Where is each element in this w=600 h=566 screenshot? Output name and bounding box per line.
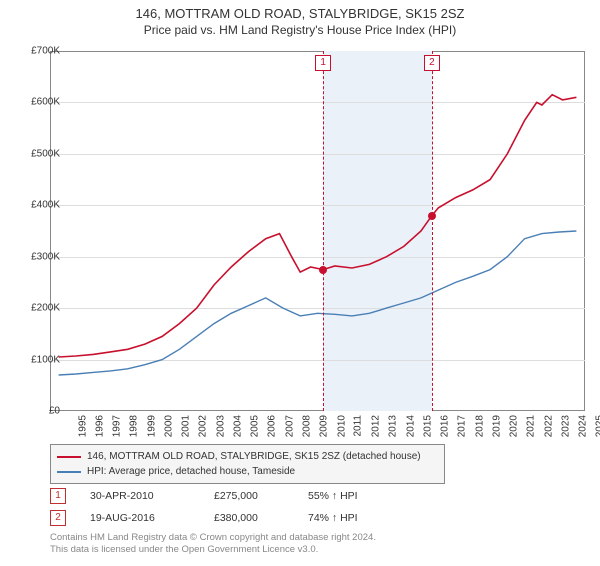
x-tick-label: 1996 xyxy=(94,415,105,437)
x-tick-label: 2020 xyxy=(508,415,519,437)
x-tick-label: 2024 xyxy=(577,415,588,437)
event-date: 19-AUG-2016 xyxy=(90,512,190,524)
x-tick-label: 1998 xyxy=(129,415,140,437)
plot-area: 12 xyxy=(50,51,585,411)
legend-label: 146, MOTTRAM OLD ROAD, STALYBRIDGE, SK15… xyxy=(87,449,421,464)
x-tick-label: 2001 xyxy=(180,415,191,437)
y-tick-label: £700K xyxy=(31,46,60,57)
event-pct: 74% ↑ HPI xyxy=(308,512,408,524)
legend: 146, MOTTRAM OLD ROAD, STALYBRIDGE, SK15… xyxy=(50,444,445,484)
y-tick-label: £100K xyxy=(31,354,60,365)
event-line xyxy=(432,51,433,411)
x-tick-label: 1997 xyxy=(111,415,122,437)
x-tick-label: 2013 xyxy=(388,415,399,437)
chart-title: 146, MOTTRAM OLD ROAD, STALYBRIDGE, SK15… xyxy=(0,6,600,21)
event-price: £275,000 xyxy=(214,490,284,502)
events-table: 1 30-APR-2010 £275,000 55% ↑ HPI 2 19-AUG-201… xyxy=(50,488,408,532)
x-tick-label: 2012 xyxy=(370,415,381,437)
event-row: 2 19-AUG-2016 £380,000 74% ↑ HPI xyxy=(50,510,408,526)
x-tick-label: 2005 xyxy=(249,415,260,437)
x-tick-label: 2000 xyxy=(163,415,174,437)
x-tick-label: 2021 xyxy=(526,415,537,437)
x-tick-label: 2004 xyxy=(232,415,243,437)
credits-line1: Contains HM Land Registry data © Crown c… xyxy=(50,532,376,544)
x-tick-label: 2008 xyxy=(301,415,312,437)
y-tick-label: £0 xyxy=(49,406,60,417)
event-marker: 1 xyxy=(315,55,331,71)
legend-swatch xyxy=(57,456,81,458)
event-row-marker: 1 xyxy=(50,488,66,504)
x-tick-label: 2009 xyxy=(318,415,329,437)
x-tick-label: 2003 xyxy=(215,415,226,437)
legend-label: HPI: Average price, detached house, Tame… xyxy=(87,464,295,479)
credits-line2: This data is licensed under the Open Gov… xyxy=(50,544,376,556)
x-tick-label: 2022 xyxy=(543,415,554,437)
y-tick-label: £600K xyxy=(31,97,60,108)
x-tick-label: 2016 xyxy=(439,415,450,437)
x-tick-label: 2014 xyxy=(405,415,416,437)
event-price: £380,000 xyxy=(214,512,284,524)
x-tick-label: 2018 xyxy=(474,415,485,437)
series-hpi xyxy=(59,231,577,375)
y-tick-label: £300K xyxy=(31,251,60,262)
credits: Contains HM Land Registry data © Crown c… xyxy=(50,532,376,557)
series-property xyxy=(59,95,577,357)
x-tick-label: 2025 xyxy=(595,415,600,437)
event-pct: 55% ↑ HPI xyxy=(308,490,408,502)
x-tick-label: 1995 xyxy=(77,415,88,437)
event-marker: 2 xyxy=(424,55,440,71)
legend-item: HPI: Average price, detached house, Tame… xyxy=(57,464,438,479)
event-date: 30-APR-2010 xyxy=(90,490,190,502)
event-line xyxy=(323,51,324,411)
x-tick-label: 2002 xyxy=(198,415,209,437)
chart-subtitle: Price paid vs. HM Land Registry's House … xyxy=(0,23,600,37)
event-row-marker: 2 xyxy=(50,510,66,526)
x-tick-label: 2023 xyxy=(560,415,571,437)
event-point xyxy=(319,266,327,274)
chart-lines xyxy=(50,51,585,411)
legend-swatch xyxy=(57,471,81,473)
x-tick-label: 2019 xyxy=(491,415,502,437)
event-point xyxy=(428,212,436,220)
x-tick-label: 2011 xyxy=(352,415,363,437)
x-tick-label: 2015 xyxy=(422,415,433,437)
event-row: 1 30-APR-2010 £275,000 55% ↑ HPI xyxy=(50,488,408,504)
x-tick-label: 2010 xyxy=(336,415,347,437)
x-tick-label: 2006 xyxy=(267,415,278,437)
x-tick-label: 2017 xyxy=(457,415,468,437)
legend-item: 146, MOTTRAM OLD ROAD, STALYBRIDGE, SK15… xyxy=(57,449,438,464)
y-tick-label: £200K xyxy=(31,303,60,314)
y-tick-label: £400K xyxy=(31,200,60,211)
y-tick-label: £500K xyxy=(31,148,60,159)
x-tick-label: 1999 xyxy=(146,415,157,437)
x-tick-label: 2007 xyxy=(284,415,295,437)
